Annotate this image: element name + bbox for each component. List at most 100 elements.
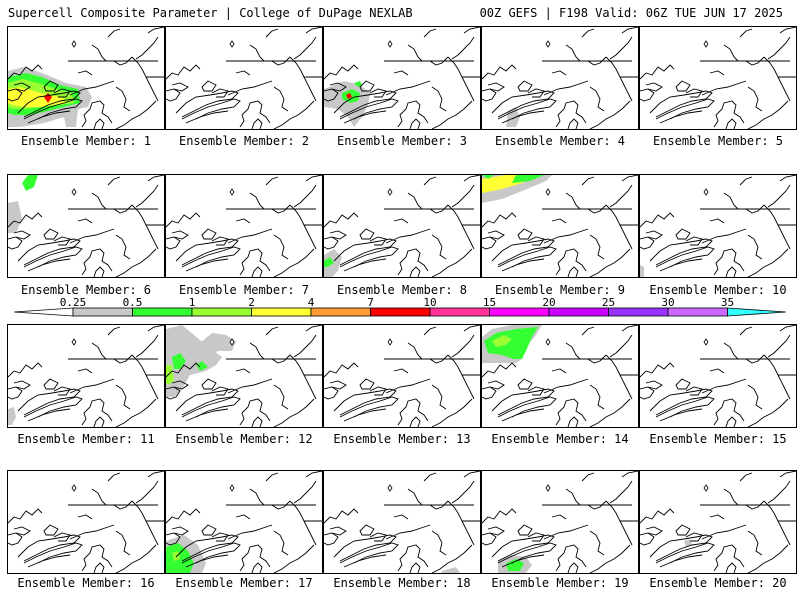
coastline (431, 248, 473, 277)
coastline (339, 246, 399, 268)
city-marker-icon (545, 188, 551, 196)
member-label-15: Ensemble Member: 15 (649, 432, 787, 446)
coastline (115, 248, 157, 277)
coastline (609, 184, 633, 208)
coastline (135, 480, 159, 504)
coastline (589, 530, 605, 556)
coastline (431, 100, 473, 129)
coastline (397, 544, 429, 572)
coastline (709, 368, 725, 374)
member-map (482, 471, 638, 573)
coastline (747, 398, 789, 427)
member-map (8, 471, 164, 573)
coastline (23, 98, 83, 120)
coastline (235, 218, 251, 224)
map-panel-12 (165, 324, 323, 428)
map-panel-3 (323, 26, 481, 130)
coastline (289, 354, 317, 400)
coastline (659, 408, 703, 422)
coastline (91, 192, 133, 214)
coastline (655, 98, 715, 120)
coastline (43, 378, 59, 390)
coastline (171, 526, 189, 536)
coastline (407, 488, 449, 510)
coastline (53, 532, 71, 542)
coastline (763, 500, 791, 546)
coastline (305, 175, 322, 182)
legend-tick-label: 35 (721, 296, 734, 309)
coastline (53, 386, 71, 396)
coastline (43, 228, 59, 240)
scp-contour-fill (22, 175, 38, 191)
legend-swatch (489, 307, 550, 317)
coastline (543, 228, 589, 244)
coastline (609, 36, 633, 60)
coastline (497, 542, 557, 564)
coastline (567, 266, 579, 277)
coastline (23, 246, 83, 268)
city-marker-icon (71, 338, 77, 346)
coastline (431, 86, 447, 112)
coastline (324, 508, 359, 524)
coastline (767, 334, 791, 358)
coastline (107, 176, 121, 186)
legend-swatch (548, 307, 609, 317)
coastline (43, 524, 59, 536)
coastline (487, 230, 505, 240)
coastline (359, 228, 375, 240)
coastline (251, 266, 263, 277)
coastline (565, 44, 607, 66)
scp-contour-fill (512, 175, 544, 183)
coastline (779, 325, 796, 332)
coastline (675, 524, 691, 536)
coastline (581, 472, 595, 482)
coastline (273, 530, 289, 556)
coastline (369, 532, 387, 542)
member-map (640, 175, 796, 277)
coastline (166, 236, 181, 250)
coastline (605, 56, 633, 102)
coastline (482, 88, 497, 102)
scp-contour-fill (8, 407, 16, 425)
city-marker-icon (545, 40, 551, 48)
member-label-12: Ensemble Member: 12 (175, 432, 313, 446)
coastline (397, 398, 429, 426)
coastline (482, 362, 517, 378)
coastline (91, 488, 133, 510)
coastline (369, 236, 387, 246)
legend-tick-label: 0.5 (123, 296, 143, 309)
coastline (723, 488, 765, 510)
city-marker-icon (387, 188, 393, 196)
coastline (23, 396, 83, 418)
coastline (655, 246, 715, 268)
coastline (482, 64, 517, 80)
coastline (409, 416, 421, 427)
map-panel-9 (481, 174, 639, 278)
coastline (53, 88, 71, 98)
scp-contour-fill (484, 327, 538, 359)
coastline (43, 80, 59, 92)
coastline (339, 98, 399, 120)
coastline (115, 86, 131, 112)
coastline (293, 36, 317, 60)
map-panel-13 (323, 324, 481, 428)
coastline (567, 562, 579, 573)
coastline (201, 228, 217, 240)
coastline (135, 184, 159, 208)
coastline (423, 326, 437, 336)
scp-contour-fill (506, 559, 524, 571)
coastline (581, 28, 595, 38)
coastline (131, 500, 159, 546)
coastline (409, 118, 421, 129)
coastline (239, 100, 271, 128)
member-label-16: Ensemble Member: 16 (17, 576, 155, 590)
coastline (69, 524, 115, 540)
coastline (305, 471, 322, 478)
map-panel-5 (639, 26, 797, 130)
coastline (239, 544, 271, 572)
coastline (555, 398, 587, 426)
coastline (605, 354, 633, 400)
coastline (589, 86, 605, 112)
legend-tick-label: 0.25 (60, 296, 87, 309)
coastline (289, 204, 317, 250)
